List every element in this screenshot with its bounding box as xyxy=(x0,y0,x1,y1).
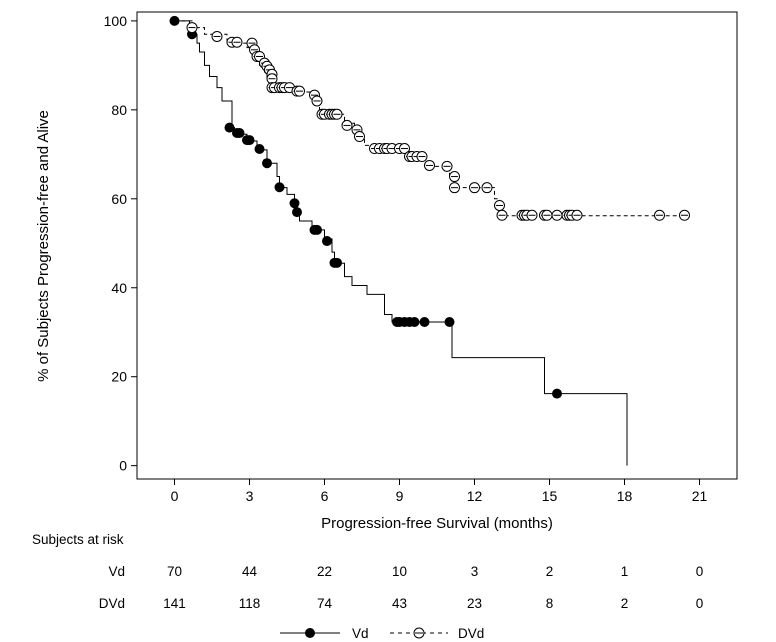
point-vd-censor xyxy=(254,143,265,154)
legend-vd-marker xyxy=(305,628,315,638)
risk-cell-dvd: 2 xyxy=(621,596,629,611)
y-axis-title: % of Subjects Progression-free and Alive xyxy=(35,110,52,382)
x-tick-label: 6 xyxy=(321,488,329,504)
risk-cell-vd: 0 xyxy=(696,564,704,579)
point-vd-censor xyxy=(552,388,562,399)
point-vd-censor xyxy=(444,316,455,327)
y-tick-label: 60 xyxy=(111,191,127,207)
y-tick-label: 40 xyxy=(111,280,127,296)
risk-cell-vd: 1 xyxy=(621,564,629,579)
x-tick-label: 12 xyxy=(467,488,483,504)
risk-cell-dvd: 118 xyxy=(239,596,261,611)
risk-cell-dvd: 23 xyxy=(467,596,482,611)
risk-cell-vd: 44 xyxy=(242,564,258,579)
legend-dvd-label: DVd xyxy=(458,626,484,641)
risk-cell-vd: 2 xyxy=(546,564,554,579)
point-vd-censor xyxy=(419,316,430,327)
point-vd-censor xyxy=(262,158,272,169)
risk-cell-vd: 70 xyxy=(167,564,182,579)
point-vd-censor xyxy=(234,127,245,138)
y-axis: 0 20 40 60 80 100 xyxy=(104,13,137,474)
series-vd-curve xyxy=(174,20,628,466)
risk-row-label-dvd: DVd xyxy=(99,596,125,611)
risk-cell-dvd: 141 xyxy=(163,596,186,611)
x-tick-label: 15 xyxy=(542,488,558,504)
risk-table-title: Subjects at risk xyxy=(32,532,124,547)
x-tick-label: 3 xyxy=(246,488,254,504)
x-tick-label: 18 xyxy=(617,488,633,504)
point-vd-censor xyxy=(244,135,255,146)
x-axis-title: Progression-free Survival (months) xyxy=(321,515,553,532)
risk-cell-vd: 22 xyxy=(317,564,332,579)
risk-cell-dvd: 0 xyxy=(696,596,704,611)
series-layer xyxy=(169,15,690,466)
risk-cell-dvd: 74 xyxy=(317,596,333,611)
risk-cell-dvd: 8 xyxy=(546,596,554,611)
x-tick-label: 0 xyxy=(171,488,179,504)
point-vd-censor xyxy=(332,257,342,268)
legend-vd-label: Vd xyxy=(352,626,369,641)
y-tick-label: 80 xyxy=(111,102,127,118)
point-vd-censor xyxy=(274,182,285,193)
x-tick-label: 9 xyxy=(396,488,404,504)
point-vd-censor xyxy=(289,198,300,209)
point-vd-censor xyxy=(322,236,332,247)
legend: Vd DVd xyxy=(280,626,484,641)
point-vd-censor xyxy=(312,224,322,235)
y-tick-label: 100 xyxy=(104,13,128,29)
risk-cell-vd: 10 xyxy=(392,564,407,579)
risk-cell-vd: 3 xyxy=(471,564,479,579)
point-vd-censor xyxy=(292,207,302,218)
plot-frame xyxy=(136,11,738,480)
y-tick-label: 20 xyxy=(111,369,127,385)
risk-cell-dvd: 43 xyxy=(392,596,407,611)
x-axis: 0 3 6 9 12 15 18 21 xyxy=(171,479,708,504)
point-vd-censor xyxy=(409,316,420,327)
risk-row-label-vd: Vd xyxy=(108,564,125,579)
x-tick-label: 21 xyxy=(692,488,708,504)
y-tick-label: 0 xyxy=(119,458,127,474)
point-vd-censor xyxy=(224,122,235,133)
